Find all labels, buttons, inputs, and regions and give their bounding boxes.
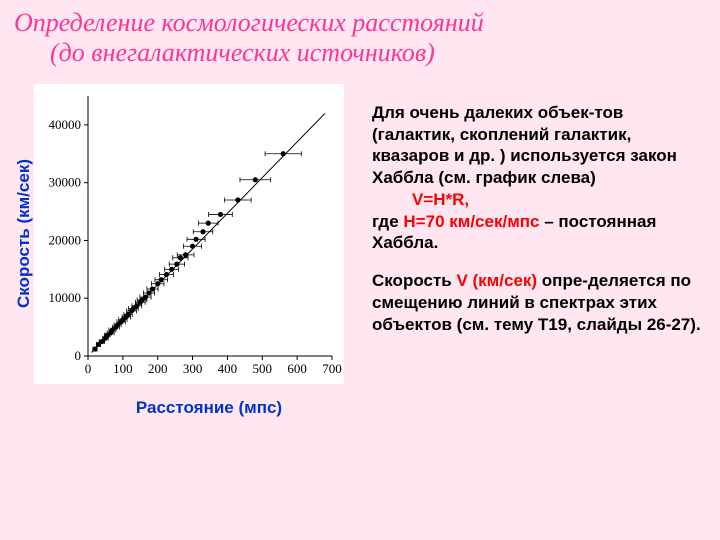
svg-text:10000: 10000 <box>49 290 82 305</box>
slide: Определение космологических расстояний (… <box>0 0 720 540</box>
chart-wrap: Скорость (км/сек) 0100002000030000400000… <box>14 74 364 394</box>
svg-text:0: 0 <box>75 348 82 363</box>
svg-text:500: 500 <box>253 361 272 376</box>
svg-text:400: 400 <box>218 361 238 376</box>
svg-text:0: 0 <box>85 361 92 376</box>
hubble-constant: H=70 км/сек/мпс <box>403 212 539 231</box>
svg-text:600: 600 <box>287 361 307 376</box>
description-column: Для очень далеких объек-тов (галактик, с… <box>372 74 706 504</box>
hubble-formula: V=H*R, <box>372 190 469 209</box>
velocity-symbol: V (км/сек) <box>456 271 537 290</box>
paragraph-1: Для очень далеких объек-тов (галактик, с… <box>372 102 706 254</box>
paragraph-2: Скорость V (км/сек) опре-деляется по сме… <box>372 270 706 335</box>
svg-text:40000: 40000 <box>49 117 82 132</box>
p1b-dash: – <box>540 212 559 231</box>
content-row: Скорость (км/сек) 0100002000030000400000… <box>14 74 706 504</box>
title-line-2: (до внегалактических источников) <box>14 38 706 68</box>
title-line-1: Определение космологических расстояний <box>14 8 706 38</box>
svg-text:700: 700 <box>322 361 342 376</box>
svg-text:200: 200 <box>148 361 168 376</box>
svg-text:30000: 30000 <box>49 174 82 189</box>
p1b-pre: где <box>372 212 403 231</box>
svg-text:300: 300 <box>183 361 203 376</box>
x-axis-label: Расстояние (мпс) <box>54 398 364 418</box>
slide-title: Определение космологических расстояний (… <box>14 8 706 68</box>
hubble-scatter-chart: 0 10000 20000 30000 40000 0 100 200 300 400 500 600… <box>34 84 344 384</box>
svg-text:20000: 20000 <box>49 232 82 247</box>
p1-text: Для очень далеких объек-тов (галактик, с… <box>372 103 677 187</box>
p2-pre: Скорость <box>372 271 456 290</box>
chart-column: Скорость (км/сек) 0100002000030000400000… <box>14 74 364 504</box>
y-axis-label: Скорость (км/сек) <box>14 159 34 308</box>
svg-text:100: 100 <box>113 361 133 376</box>
